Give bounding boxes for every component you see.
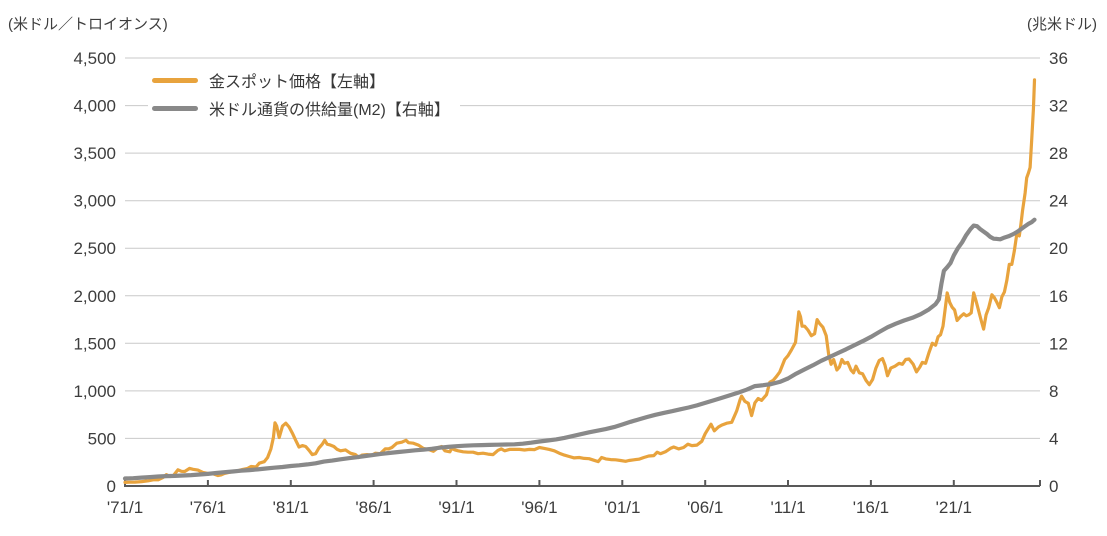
x-axis-tick-label: '01/1 xyxy=(604,498,640,517)
left-axis-tick-label: 1,500 xyxy=(73,334,116,353)
x-axis-tick-label: '86/1 xyxy=(355,498,391,517)
right-axis-tick-label: 28 xyxy=(1049,144,1068,163)
legend-item-m2: 米ドル通貨の供給量(M2)【右軸】 xyxy=(152,94,450,122)
x-axis-tick-label: '16/1 xyxy=(853,498,889,517)
x-axis-tick-label: '11/1 xyxy=(770,498,805,517)
left-axis-tick-label: 2,500 xyxy=(73,239,116,258)
x-axis-tick-label: '91/1 xyxy=(438,498,474,517)
gold-spot-price-line xyxy=(123,78,1037,484)
right-axis-tick-label: 8 xyxy=(1049,382,1058,401)
legend-item-gold: 金スポット価格【左軸】 xyxy=(152,66,450,94)
right-axis-tick-label: 16 xyxy=(1049,287,1068,306)
legend-label-gold: 金スポット価格【左軸】 xyxy=(209,74,386,91)
left-axis-tick-label: 500 xyxy=(88,429,116,448)
left-axis-tick-label: 2,000 xyxy=(73,287,116,306)
legend-label-m2: 米ドル通貨の供給量(M2)【右軸】 xyxy=(209,102,450,119)
left-axis-tick-label: 1,000 xyxy=(73,382,116,401)
left-axis-tick-label: 3,000 xyxy=(73,192,116,211)
right-axis-tick-label: 4 xyxy=(1049,429,1058,448)
usd-m2-supply-line xyxy=(122,217,1037,481)
right-axis-tick-label: 36 xyxy=(1049,49,1068,68)
x-axis-tick-label: '96/1 xyxy=(521,498,557,517)
right-axis-tick-label: 32 xyxy=(1049,97,1068,116)
right-axis-unit-label: (兆米ドル) xyxy=(1027,16,1097,33)
left-axis-tick-label: 3,500 xyxy=(73,144,116,163)
left-axis-unit-label: (米ドル／トロイオンス) xyxy=(8,16,168,33)
x-axis-tick-label: '81/1 xyxy=(273,498,309,517)
x-axis-tick-label: '21/1 xyxy=(936,498,972,517)
left-axis-tick-label: 4,000 xyxy=(73,97,116,116)
m2-line-swatch xyxy=(152,105,198,111)
right-axis-tick-label: 0 xyxy=(1049,477,1058,496)
right-axis-tick-label: 20 xyxy=(1049,239,1068,258)
x-axis-tick-label: '71/1 xyxy=(107,498,143,517)
x-axis-tick-label: '06/1 xyxy=(687,498,723,517)
gold-line-swatch xyxy=(152,77,198,83)
left-axis-tick-label: 4,500 xyxy=(73,49,116,68)
left-axis-tick-label: 0 xyxy=(107,477,116,496)
chart-legend: 金スポット価格【左軸】 米ドル通貨の供給量(M2)【右軸】 xyxy=(148,64,460,124)
right-axis-tick-label: 12 xyxy=(1049,334,1068,353)
right-axis-tick-label: 24 xyxy=(1049,192,1068,211)
x-axis-tick-label: '76/1 xyxy=(190,498,226,517)
